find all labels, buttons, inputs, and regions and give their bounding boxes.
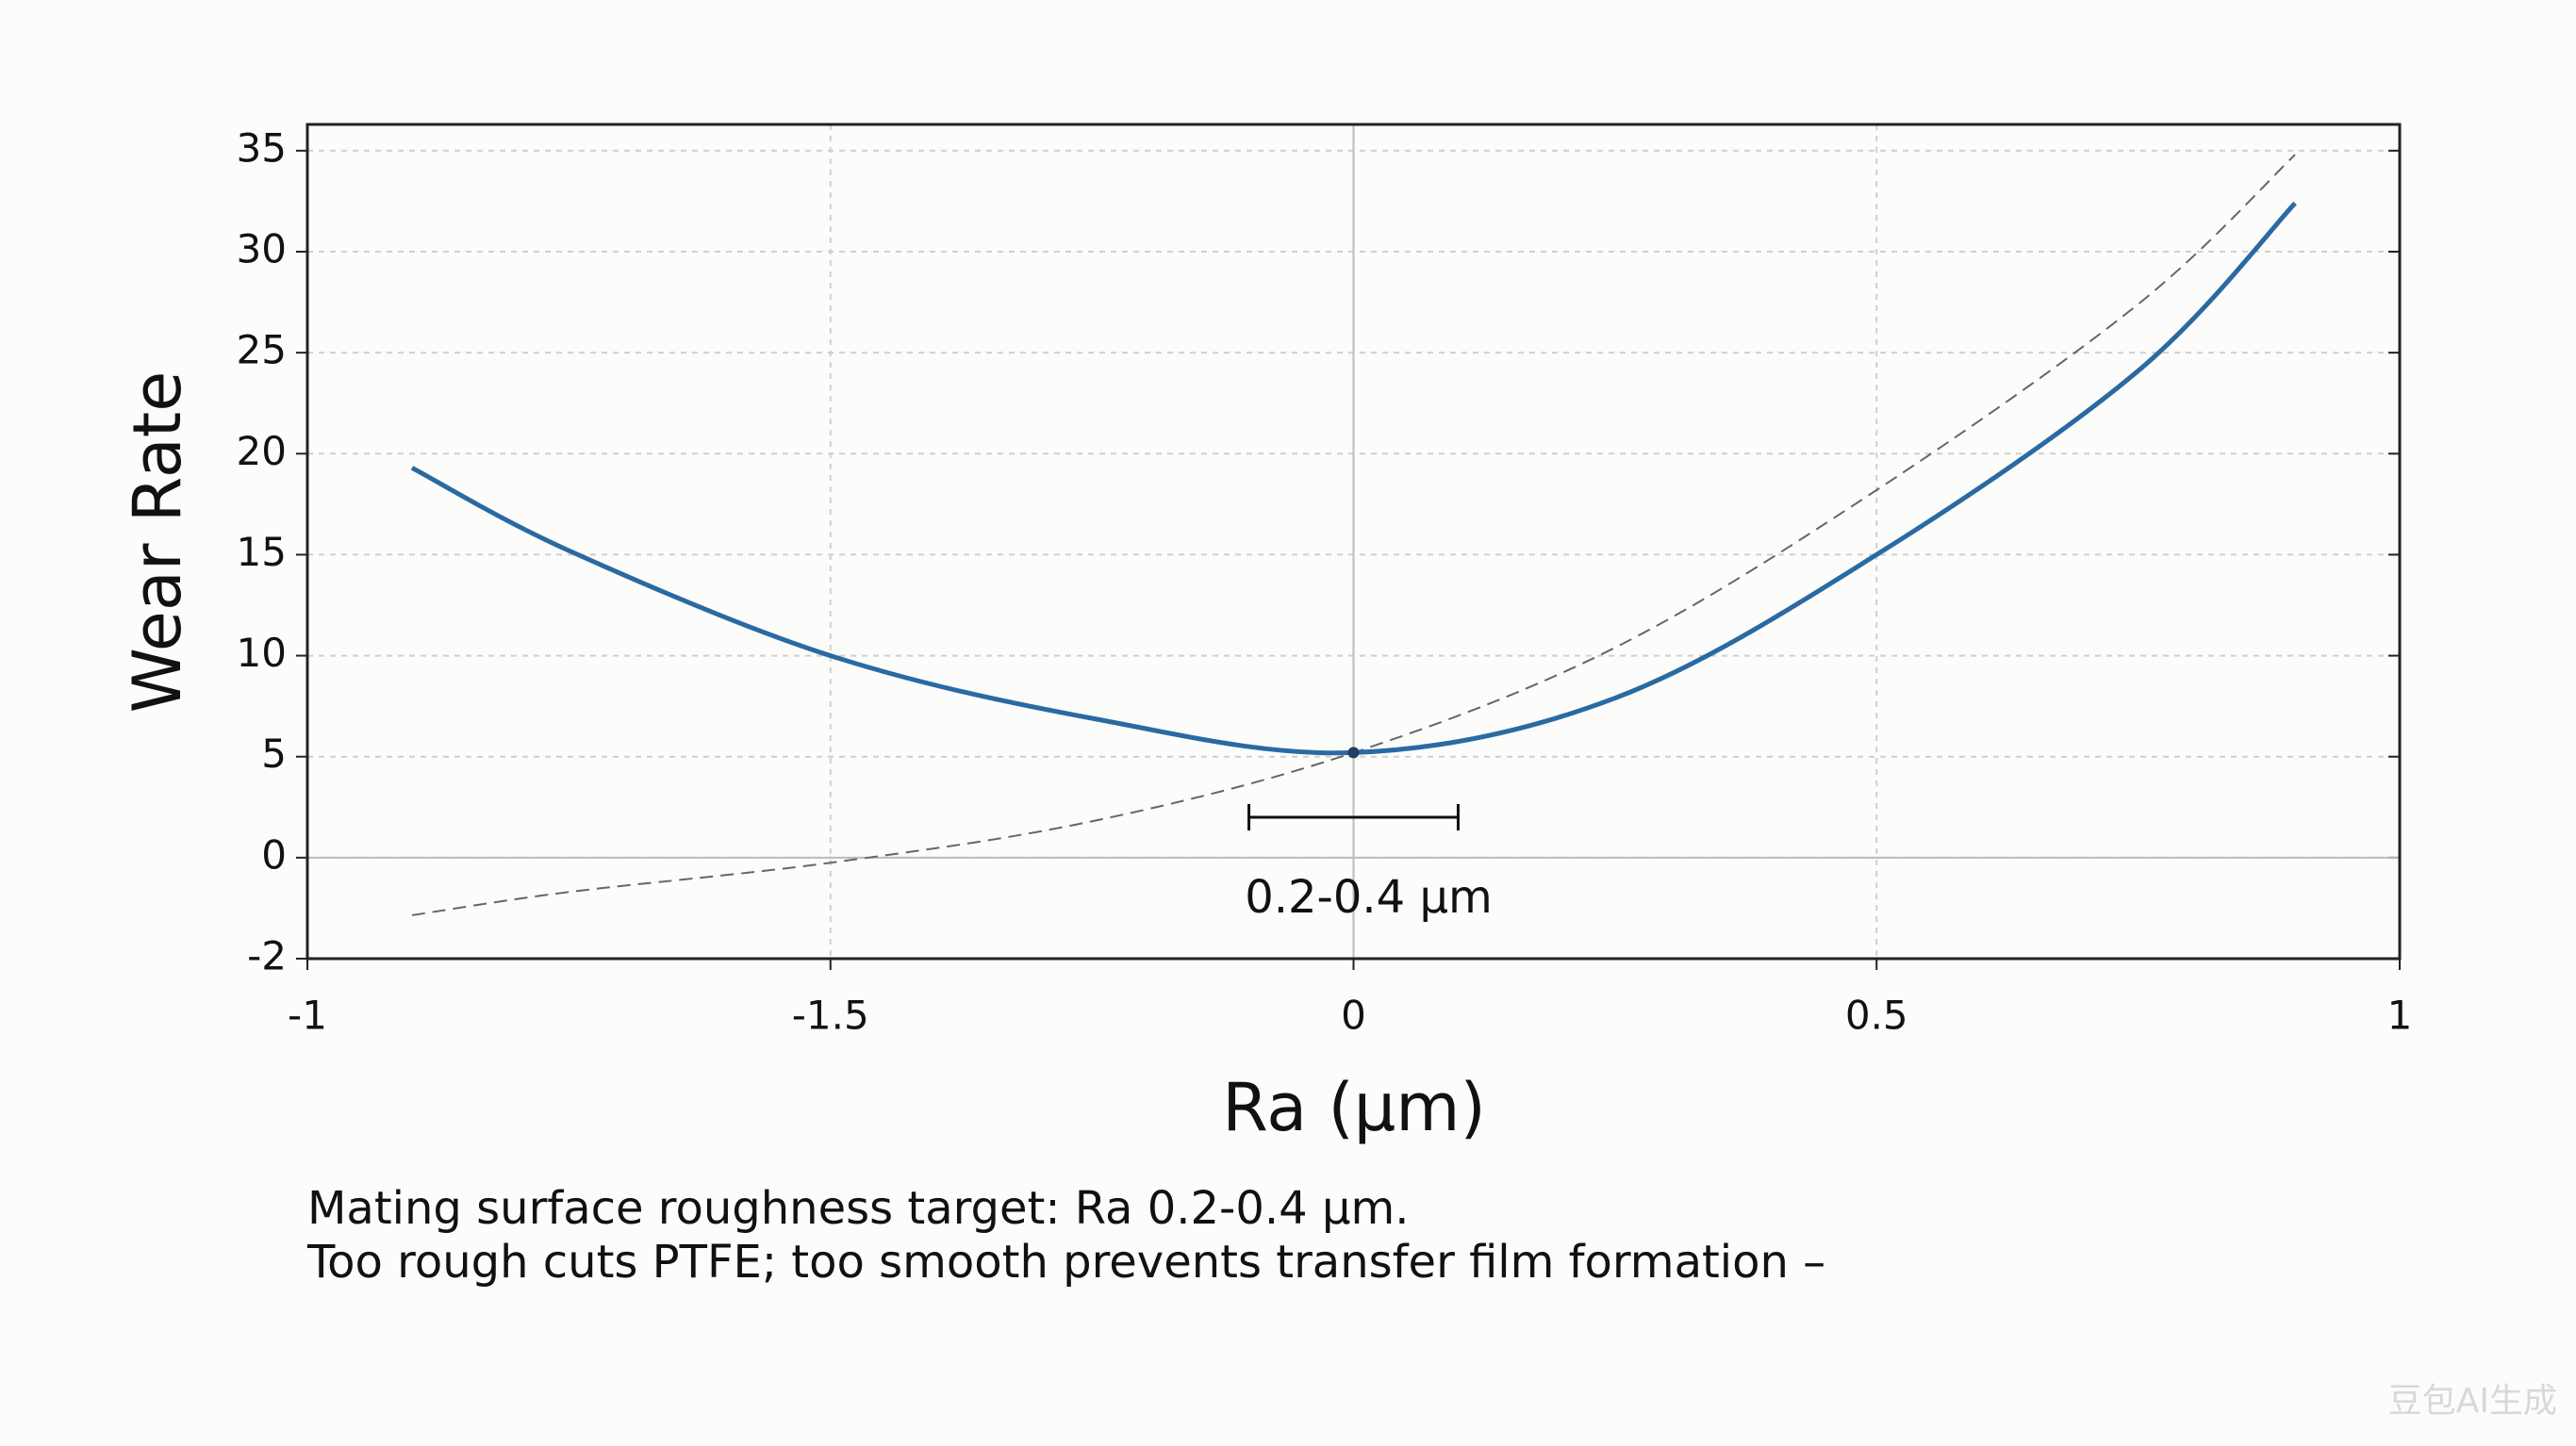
annotation-label: 0.2-0.4 µm: [1245, 871, 1493, 924]
y-tick-label: 0: [261, 831, 287, 878]
note-line: Mating surface roughness target: Ra 0.2-…: [307, 1182, 1410, 1235]
y-tick-label: 35: [237, 124, 287, 171]
x-tick-label: -1.5: [792, 993, 869, 1039]
y-tick-label: 30: [237, 226, 287, 272]
x-tick-label: 0: [1341, 993, 1366, 1039]
note-line: Too rough cuts PTFE; too smooth prevents…: [306, 1236, 1825, 1289]
y-axis-title: Wear Rate: [119, 371, 196, 714]
y-tick-label: 10: [237, 630, 287, 676]
line-series: [411, 154, 2296, 916]
marker-point: [1347, 747, 1360, 759]
y-tick-label: 20: [237, 428, 287, 474]
y-tick-label: 5: [261, 731, 287, 777]
x-tick-label: -1: [288, 993, 327, 1039]
x-axis-title: Ra (µm): [1222, 1069, 1486, 1146]
x-tick-label: 0.5: [1845, 993, 1908, 1039]
y-tick-label: 15: [237, 529, 287, 575]
x-tick-label: 1: [2387, 993, 2413, 1039]
y-tick-label: 25: [237, 327, 287, 373]
y-tick-label: -2: [247, 933, 287, 979]
line-series: [410, 201, 2297, 756]
watermark: 豆包AI生成: [2388, 1382, 2557, 1421]
plot-frame: [305, 123, 2402, 961]
